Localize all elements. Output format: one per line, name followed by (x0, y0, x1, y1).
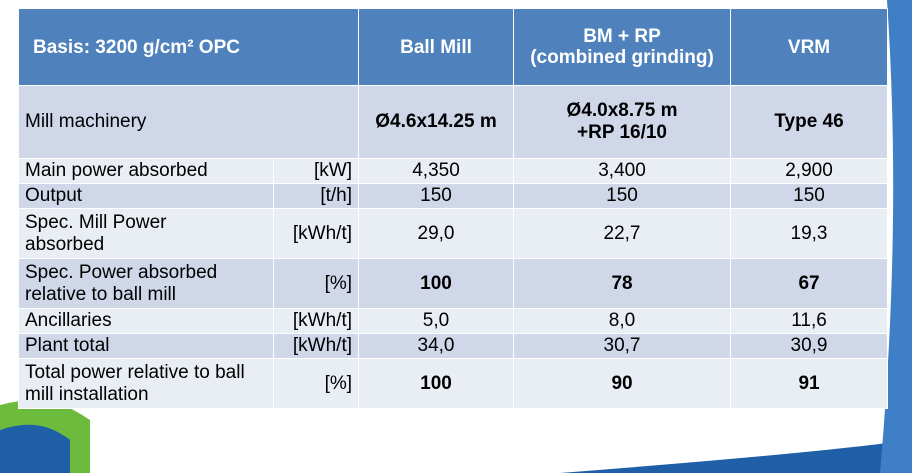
cell-ball-mill: 29,0 (358, 208, 515, 259)
cell-ball-mill: Ø4.6x14.25 m (358, 85, 515, 159)
row-label-line1: Total power relative to ball (25, 361, 245, 383)
cell-vrm: 67 (730, 258, 889, 309)
cell-vrm: 30,9 (730, 333, 889, 359)
row-label: Plant total (18, 333, 274, 359)
table-row: Total power relative to ball mill instal… (18, 358, 889, 409)
blue-swoosh-bottom (560, 440, 912, 473)
cell-ball-mill: 34,0 (358, 333, 515, 359)
row-label-line2: mill installation (25, 383, 149, 405)
row-unit: [t/h] (272, 183, 360, 209)
table-row: Spec. Power absorbed relative to ball mi… (18, 258, 889, 309)
cell-bm-rp-line2: +RP 16/10 (577, 122, 667, 143)
table-row: Ancillaries [kWh/t] 5,0 8,0 11,6 (18, 308, 889, 334)
cell-bm-rp-line1: Ø4.0x8.75 m (566, 100, 678, 121)
cell-bm-rp: 78 (513, 258, 732, 309)
cell-vrm: 11,6 (730, 308, 889, 334)
cell-ball-mill: 100 (358, 358, 515, 409)
cell-bm-rp: Ø4.0x8.75 m +RP 16/10 (513, 85, 732, 159)
comparison-table: Basis: 3200 g/cm² OPC Ball Mill BM + RP … (17, 8, 889, 409)
table-row: Main power absorbed [kW] 4,350 3,400 2,9… (18, 158, 889, 184)
row-unit: [kWh/t] (272, 208, 360, 259)
row-unit: [kWh/t] (272, 308, 360, 334)
cell-ball-mill: 100 (358, 258, 515, 309)
header-basis: Basis: 3200 g/cm² OPC (17, 8, 360, 86)
cell-ball-mill: 150 (358, 183, 515, 209)
blue-swoosh-right (880, 0, 912, 473)
header-ball-mill: Ball Mill (358, 8, 515, 86)
row-label: Output (18, 183, 274, 209)
row-unit: [%] (272, 358, 360, 409)
table-row: Plant total [kWh/t] 34,0 30,7 30,9 (18, 333, 889, 359)
blue-swoosh-left (0, 424, 70, 473)
row-label-line2: relative to ball mill (25, 283, 176, 305)
row-label: Spec. Mill Power absorbed (18, 208, 274, 259)
table-row: Output [t/h] 150 150 150 (18, 183, 889, 209)
table-header-row: Basis: 3200 g/cm² OPC Ball Mill BM + RP … (17, 8, 889, 86)
row-label-line1: Spec. Mill Power (25, 211, 167, 233)
header-bm-rp-line1: BM + RP (583, 26, 661, 47)
row-label: Mill machinery (17, 85, 360, 159)
cell-vrm: 2,900 (730, 158, 889, 184)
table-row: Spec. Mill Power absorbed [kWh/t] 29,0 2… (18, 208, 889, 259)
row-label: Total power relative to ball mill instal… (18, 358, 274, 409)
cell-ball-mill: 5,0 (358, 308, 515, 334)
cell-bm-rp: 8,0 (513, 308, 732, 334)
row-label-line2: absorbed (25, 233, 105, 255)
cell-vrm: Type 46 (730, 85, 889, 159)
table-row: Mill machinery Ø4.6x14.25 m Ø4.0x8.75 m … (17, 85, 889, 159)
cell-ball-mill: 4,350 (358, 158, 515, 184)
header-bm-rp: BM + RP (combined grinding) (513, 8, 732, 86)
row-unit: [kW] (272, 158, 360, 184)
cell-vrm: 91 (730, 358, 889, 409)
cell-vrm: 150 (730, 183, 889, 209)
cell-bm-rp: 30,7 (513, 333, 732, 359)
cell-vrm: 19,3 (730, 208, 889, 259)
cell-bm-rp: 3,400 (513, 158, 732, 184)
cell-bm-rp: 90 (513, 358, 732, 409)
header-bm-rp-line2: (combined grinding) (530, 47, 714, 68)
row-label: Ancillaries (18, 308, 274, 334)
cell-bm-rp: 22,7 (513, 208, 732, 259)
row-label: Main power absorbed (18, 158, 274, 184)
row-unit: [kWh/t] (272, 333, 360, 359)
cell-bm-rp: 150 (513, 183, 732, 209)
row-label-line1: Spec. Power absorbed (25, 261, 218, 283)
row-unit: [%] (272, 258, 360, 309)
row-label: Spec. Power absorbed relative to ball mi… (18, 258, 274, 309)
header-vrm: VRM (730, 8, 889, 86)
